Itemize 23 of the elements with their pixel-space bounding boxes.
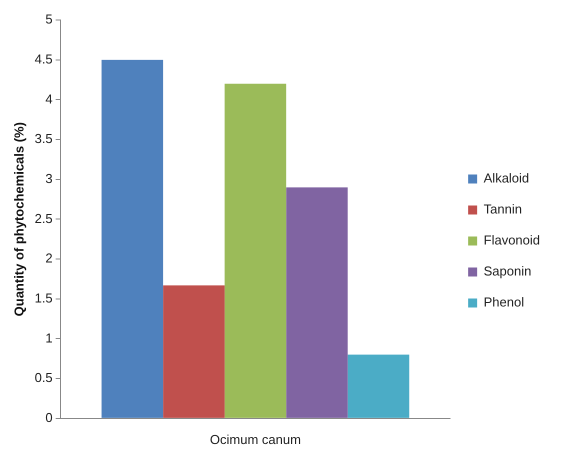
x-tick-label: Ocimum canum xyxy=(210,432,301,447)
legend-label: Flavonoid xyxy=(484,232,540,248)
y-tick-label: 2 xyxy=(45,250,53,266)
legend-label: Saponin xyxy=(484,264,532,279)
bar xyxy=(163,285,225,418)
y-tick-label: 4.5 xyxy=(34,51,53,66)
bar xyxy=(224,84,286,418)
y-tick-label: 1.5 xyxy=(34,290,53,306)
y-tick-label: 2.5 xyxy=(34,210,53,226)
y-axis-title: Quantity of phytochemicals (%) xyxy=(11,122,26,316)
bar xyxy=(102,60,164,418)
y-tick-label: 5 xyxy=(45,12,53,27)
legend-label: Alkaloid xyxy=(484,170,530,186)
bar xyxy=(348,354,410,418)
y-tick-label: 0.5 xyxy=(34,370,53,386)
y-tick-label: 1 xyxy=(45,330,53,346)
y-tick-label: 4 xyxy=(45,91,53,106)
legend-label: Tannin xyxy=(484,202,522,217)
y-tick-label: 3.5 xyxy=(34,131,53,146)
y-tick-label: 0 xyxy=(45,410,53,425)
y-tick-label: 3 xyxy=(45,170,53,186)
legend-label: Phenol xyxy=(484,294,524,310)
bar xyxy=(286,187,348,418)
